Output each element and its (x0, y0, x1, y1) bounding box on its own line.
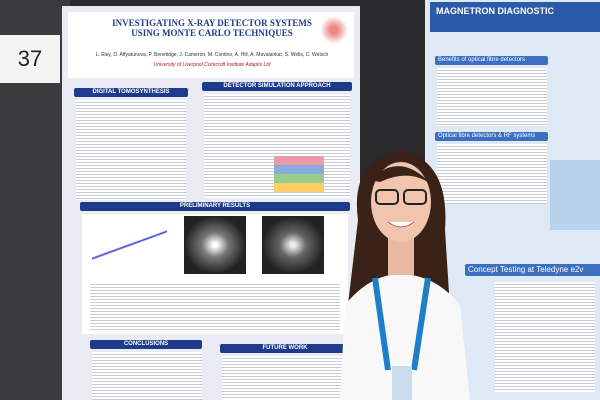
figure (550, 160, 600, 230)
top (340, 275, 470, 400)
section-header: Benefits of optical fibre detectors (435, 56, 548, 65)
lanyard (372, 277, 431, 371)
affiliations: University of Liverpool Cockcroft Instit… (153, 62, 271, 68)
poster-header (68, 12, 354, 78)
board-number: 37 (0, 35, 60, 83)
section-header: Optical fibre detectors & RF systems (435, 132, 548, 141)
poster-title: INVESTIGATING X-RAY DETECTOR SYSTEMS USI… (112, 18, 312, 38)
glasses (403, 189, 427, 205)
section-header: PRELIMINARY RESULTS (80, 202, 350, 211)
text-block (90, 282, 340, 330)
face (371, 162, 431, 242)
text-block (437, 144, 547, 204)
glasses (375, 189, 399, 205)
section-header: FUTURE WORK (220, 344, 350, 353)
smile (387, 221, 415, 228)
section-header: CONCLUSIONS (90, 340, 202, 349)
left-poster: INVESTIGATING X-RAY DETECTOR SYSTEMS USI… (62, 6, 360, 400)
poster-title: MAGNETRON DIAGNOSTIC (430, 2, 600, 32)
image (184, 216, 246, 274)
text-block (495, 282, 595, 392)
section-header: Concept Testing at Teledyne e2v (465, 264, 600, 276)
text-block (222, 356, 350, 400)
section-header: DIGITAL TOMOSYNTHESIS (74, 88, 188, 97)
text-block (92, 352, 202, 400)
badge (392, 366, 412, 400)
authors: L. Eley, D. Affyatunova, P. Benetidge, J… (95, 52, 329, 58)
plot (92, 220, 167, 275)
image (262, 216, 324, 274)
figure (274, 156, 324, 192)
section-header: DETECTOR SIMULATION APPROACH (202, 82, 352, 91)
logo (320, 16, 348, 44)
text-block (437, 68, 547, 126)
person (340, 150, 470, 400)
fringe (370, 166, 432, 185)
text-block (76, 100, 186, 200)
